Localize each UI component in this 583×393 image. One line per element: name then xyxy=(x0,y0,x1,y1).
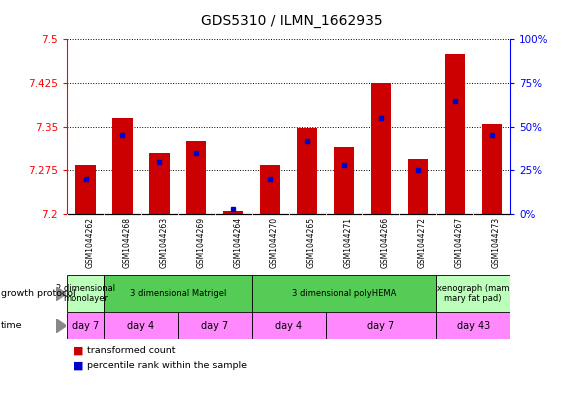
Text: GSM1044266: GSM1044266 xyxy=(381,217,390,268)
Bar xyxy=(260,165,280,214)
Text: percentile rank within the sample: percentile rank within the sample xyxy=(87,362,247,370)
Text: xenograph (mam
mary fat pad): xenograph (mam mary fat pad) xyxy=(437,284,510,303)
Text: GSM1044272: GSM1044272 xyxy=(418,217,427,268)
Bar xyxy=(223,211,243,214)
Text: day 4: day 4 xyxy=(275,321,302,331)
Bar xyxy=(325,312,436,339)
Text: GSM1044263: GSM1044263 xyxy=(159,217,168,268)
Bar xyxy=(113,118,132,214)
Text: day 7: day 7 xyxy=(72,321,99,331)
Text: day 7: day 7 xyxy=(367,321,395,331)
Bar xyxy=(149,153,170,214)
Bar xyxy=(252,275,436,312)
Bar xyxy=(408,159,428,214)
Bar xyxy=(445,54,465,214)
Bar xyxy=(371,83,391,214)
Bar xyxy=(334,147,354,214)
Text: GSM1044268: GSM1044268 xyxy=(122,217,131,268)
Bar xyxy=(482,124,502,214)
Polygon shape xyxy=(56,286,66,301)
Bar xyxy=(436,275,510,312)
Text: day 7: day 7 xyxy=(201,321,229,331)
Text: GDS5310 / ILMN_1662935: GDS5310 / ILMN_1662935 xyxy=(201,14,382,28)
Text: transformed count: transformed count xyxy=(87,347,176,355)
Text: GSM1044267: GSM1044267 xyxy=(455,217,463,268)
Text: 3 dimensional polyHEMA: 3 dimensional polyHEMA xyxy=(292,289,396,298)
Text: ■: ■ xyxy=(73,361,83,371)
Text: GSM1044269: GSM1044269 xyxy=(196,217,205,268)
Bar xyxy=(186,141,206,214)
Text: 3 dimensional Matrigel: 3 dimensional Matrigel xyxy=(129,289,226,298)
Text: day 43: day 43 xyxy=(456,321,490,331)
Text: GSM1044273: GSM1044273 xyxy=(491,217,501,268)
Bar xyxy=(178,312,252,339)
Bar xyxy=(67,312,104,339)
Text: time: time xyxy=(1,321,23,330)
Bar xyxy=(104,312,178,339)
Text: 2 dimensional
monolayer: 2 dimensional monolayer xyxy=(56,284,115,303)
Bar xyxy=(67,275,104,312)
Text: day 4: day 4 xyxy=(127,321,154,331)
Text: GSM1044264: GSM1044264 xyxy=(233,217,242,268)
Text: GSM1044270: GSM1044270 xyxy=(270,217,279,268)
Text: GSM1044262: GSM1044262 xyxy=(86,217,94,268)
Bar xyxy=(104,275,252,312)
Text: GSM1044271: GSM1044271 xyxy=(344,217,353,268)
Text: growth protocol: growth protocol xyxy=(1,289,76,298)
Bar xyxy=(252,312,325,339)
Polygon shape xyxy=(56,319,66,333)
Text: ■: ■ xyxy=(73,346,83,356)
Bar xyxy=(436,312,510,339)
Bar xyxy=(75,165,96,214)
Text: GSM1044265: GSM1044265 xyxy=(307,217,316,268)
Bar xyxy=(297,128,317,214)
